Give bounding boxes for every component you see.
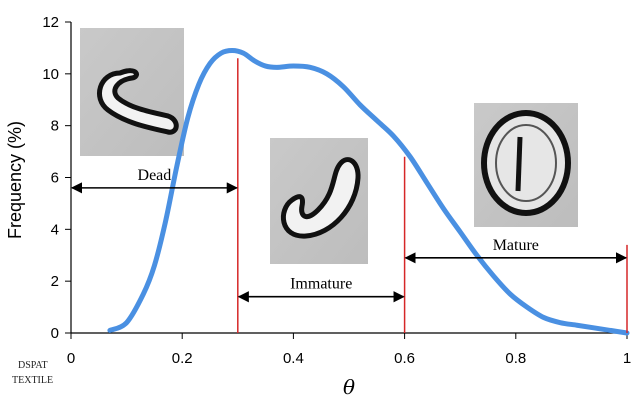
series-layer xyxy=(107,48,630,336)
x-ticks: 0 0.2 0.4 0.6 0.8 1 xyxy=(67,333,631,367)
x-tick-label: 0 xyxy=(67,350,75,367)
y-tick-label: 4 xyxy=(51,221,59,238)
mature-cell-image xyxy=(474,103,578,227)
region-label-dead: Dead xyxy=(138,167,172,184)
watermark-line-2: TEXTILE xyxy=(12,375,53,386)
frequency-curve xyxy=(107,48,630,336)
x-tick-label: 0.6 xyxy=(394,350,415,367)
x-tick-label: 0.8 xyxy=(505,350,526,367)
y-tick-label: 0 xyxy=(51,325,59,342)
y-tick-label: 8 xyxy=(51,118,59,135)
y-tick-label: 6 xyxy=(51,170,59,187)
dead-cell-image xyxy=(80,28,184,156)
y-tick-label: 12 xyxy=(42,14,59,31)
y-ticks: 0 2 4 6 8 10 12 xyxy=(42,14,71,342)
y-tick-label: 2 xyxy=(51,273,59,290)
x-tick-label: 0.4 xyxy=(283,350,304,367)
y-tick-label: 10 xyxy=(42,66,59,83)
x-tick-label: 0.2 xyxy=(172,350,193,367)
watermark-line-1: DSPAT xyxy=(18,360,48,371)
x-axis-title: θ xyxy=(343,375,355,399)
region-label-immature: Immature xyxy=(290,276,352,293)
x-tick-label: 1 xyxy=(623,350,631,367)
immature-cell-image xyxy=(270,138,368,264)
region-label-mature: Mature xyxy=(493,237,539,254)
region-annotations: Dead Immature Mature xyxy=(70,167,628,303)
y-axis-title: Frequency (%) xyxy=(5,121,25,239)
